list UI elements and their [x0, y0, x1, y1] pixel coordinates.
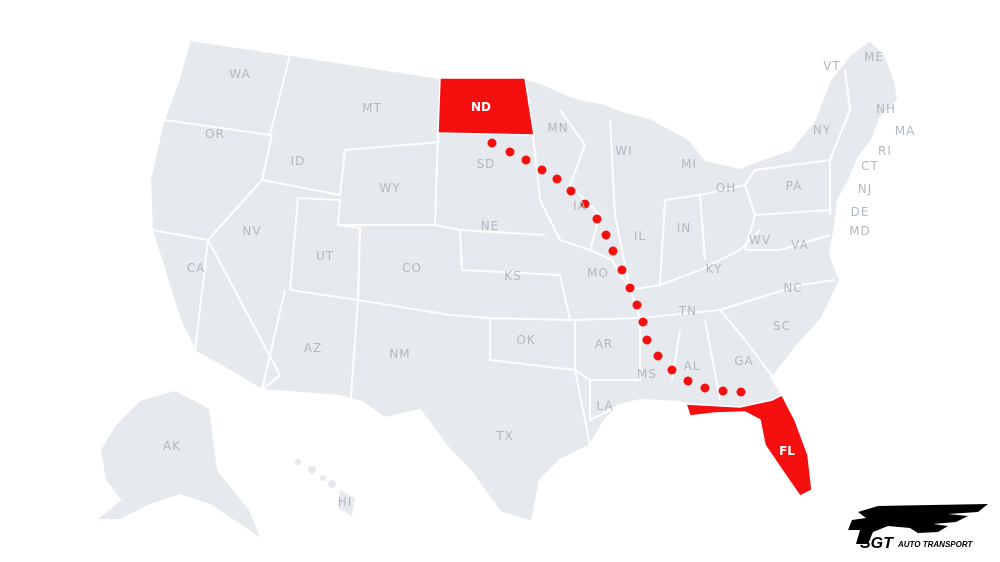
- state-label-ak: AK: [163, 439, 181, 453]
- state-label-nd: ND: [471, 100, 491, 114]
- state-label-ms: MS: [637, 367, 657, 381]
- state-label-de: DE: [851, 205, 870, 219]
- state-label-ky: KY: [706, 262, 723, 276]
- logo: SGT AUTO TRANSPORT: [848, 504, 988, 552]
- state-label-tx: TX: [495, 429, 514, 443]
- state-label-ma: MA: [895, 124, 916, 138]
- state-label-pa: PA: [786, 179, 803, 193]
- state-label-ct: CT: [861, 159, 879, 173]
- state-label-il: IL: [634, 229, 646, 243]
- state-label-ny: NY: [813, 123, 831, 137]
- route-dot: [642, 335, 652, 345]
- state-label-nj: NJ: [858, 182, 873, 196]
- state-label-la: LA: [596, 399, 613, 413]
- state-label-al: AL: [684, 359, 701, 373]
- state-label-co: CO: [402, 261, 422, 275]
- state-label-wy: WY: [379, 181, 400, 195]
- route-dot: [617, 265, 627, 275]
- state-label-ut: UT: [316, 249, 334, 263]
- state-label-sc: SC: [773, 319, 791, 333]
- state-label-mo: MO: [587, 266, 609, 280]
- route-dot: [566, 186, 576, 196]
- route-dot: [653, 351, 663, 361]
- route-dot: [537, 165, 547, 175]
- state-label-tn: TN: [678, 304, 697, 318]
- route-dot: [608, 246, 618, 256]
- logo-tagline: AUTO TRANSPORT: [897, 540, 973, 549]
- route-dot: [632, 300, 642, 310]
- route-dot: [521, 155, 531, 165]
- state-label-nm: NM: [389, 347, 410, 361]
- state-label-hi: HI: [338, 495, 353, 509]
- state-label-ks: KS: [504, 269, 522, 283]
- state-label-oh: OH: [716, 181, 736, 195]
- state-label-ia: IA: [573, 199, 587, 213]
- route-dot: [580, 199, 590, 209]
- state-label-ne: NE: [481, 219, 500, 233]
- logo-wing-icon: [848, 504, 988, 544]
- state-label-ar: AR: [595, 337, 614, 351]
- highlighted-states: [437, 77, 813, 497]
- route-dot: [667, 365, 677, 375]
- state-fl: [684, 393, 813, 497]
- alaska: [92, 388, 265, 543]
- state-label-nv: NV: [242, 224, 261, 238]
- state-label-wa: WA: [229, 67, 250, 81]
- route-dot: [638, 317, 648, 327]
- state-nd: [437, 77, 535, 136]
- state-label-id: ID: [291, 154, 306, 168]
- state-label-wv: WV: [749, 233, 771, 247]
- state-label-ri: RI: [878, 144, 892, 158]
- state-label-me: ME: [864, 50, 884, 64]
- logo-brand: SGT: [860, 535, 894, 552]
- route-dot: [625, 283, 635, 293]
- state-label-ga: GA: [734, 354, 754, 368]
- state-label-mi: MI: [681, 157, 697, 171]
- route-dot: [601, 230, 611, 240]
- route-dotted-line: [487, 138, 746, 397]
- state-label-ca: CA: [187, 261, 206, 275]
- state-label-wi: WI: [615, 144, 632, 158]
- route-dot: [592, 214, 602, 224]
- state-label-az: AZ: [304, 341, 322, 355]
- state-label-md: MD: [849, 224, 871, 238]
- state-borders: [151, 54, 851, 446]
- state-label-nc: NC: [783, 281, 802, 295]
- state-label-sd: SD: [477, 157, 496, 171]
- us-land: [92, 38, 900, 543]
- state-label-mn: MN: [547, 121, 568, 135]
- route-dot: [736, 387, 746, 397]
- state-label-in: IN: [677, 221, 692, 235]
- hawaii: [295, 459, 355, 516]
- state-label-ok: OK: [516, 333, 535, 347]
- route-dot: [718, 386, 728, 396]
- state-labels: WA OR CA ID NV MT WY UT AZ CO NM ND SD NE KS OK TX MN IA MO…: [163, 50, 916, 509]
- route-dot: [683, 376, 693, 386]
- state-label-mt: MT: [362, 101, 382, 115]
- state-label-nh: NH: [876, 102, 896, 116]
- state-label-or: OR: [205, 127, 225, 141]
- state-label-va: VA: [791, 238, 809, 252]
- state-label-vt: VT: [823, 59, 841, 73]
- state-label-fl: FL: [779, 444, 795, 458]
- route-dot: [487, 138, 497, 148]
- route-dot: [552, 174, 562, 184]
- route-dot: [700, 383, 710, 393]
- route-dot: [505, 147, 515, 157]
